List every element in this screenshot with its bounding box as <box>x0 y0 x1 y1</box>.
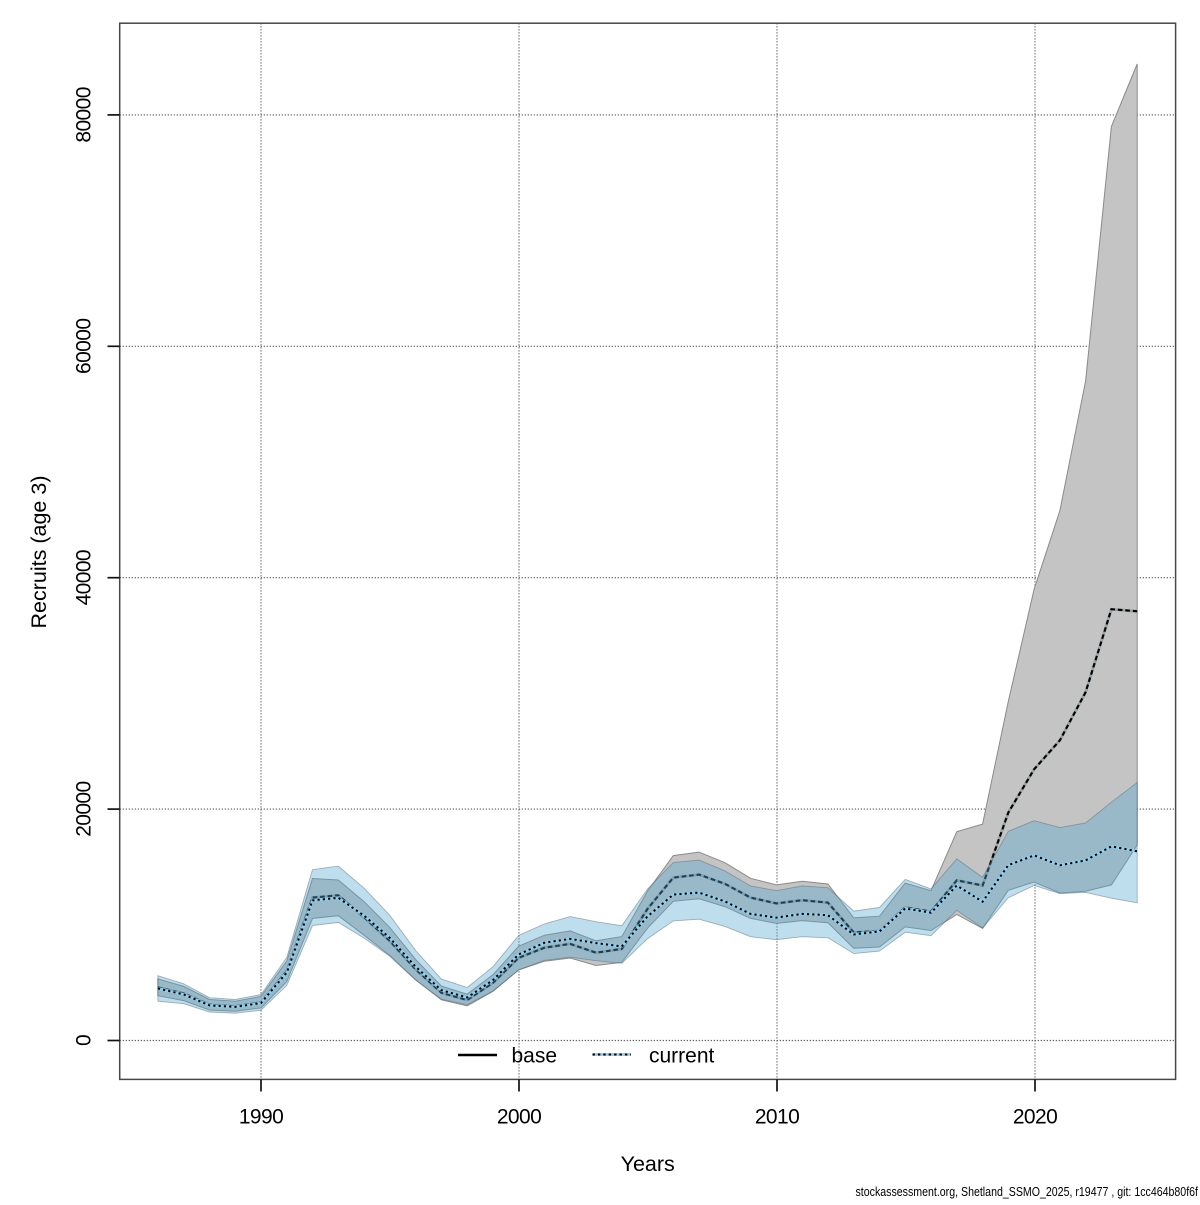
svg-text:2010: 2010 <box>755 1106 799 1129</box>
svg-text:current: current <box>649 1045 715 1068</box>
svg-text:0: 0 <box>73 1035 96 1046</box>
svg-text:80000: 80000 <box>73 87 96 142</box>
svg-text:base: base <box>512 1045 558 1068</box>
svg-text:2000: 2000 <box>497 1106 541 1129</box>
svg-text:stockassessment.org, Shetland_: stockassessment.org, Shetland_SSMO_2025,… <box>856 1184 1199 1199</box>
svg-text:Years: Years <box>621 1152 675 1176</box>
svg-text:Recruits (age 3): Recruits (age 3) <box>27 476 51 629</box>
svg-text:60000: 60000 <box>73 319 96 374</box>
svg-text:40000: 40000 <box>73 550 96 605</box>
svg-text:2020: 2020 <box>1013 1106 1057 1129</box>
svg-text:20000: 20000 <box>73 781 96 836</box>
svg-text:1990: 1990 <box>239 1106 283 1129</box>
